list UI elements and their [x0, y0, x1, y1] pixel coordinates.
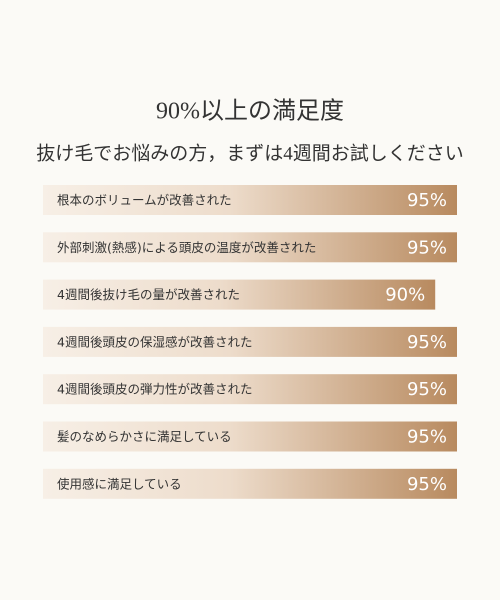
chart-subtitle: 抜け毛でお悩みの方，まずは4週間お試しください	[36, 142, 464, 164]
category-label: 4週間後頭皮の保湿感が改善された	[57, 334, 252, 349]
value-label: 95%	[407, 237, 447, 258]
category-label: 4週間後抜け毛の量が改善された	[57, 287, 240, 302]
value-label: 95%	[407, 190, 447, 211]
category-label: 4週間後頭皮の弾力性が改善された	[57, 382, 252, 397]
value-label: 95%	[407, 332, 447, 353]
category-label: 使用感に満足している	[57, 476, 182, 491]
bar	[43, 374, 457, 405]
bar	[43, 279, 436, 310]
value-label: 95%	[407, 427, 447, 448]
value-label: 95%	[407, 379, 447, 400]
value-label: 90%	[385, 285, 425, 306]
category-label: 髪のなめらかさに満足している	[57, 429, 232, 444]
category-label: 外部刺激(熱感)による頭皮の温度が改善された	[57, 240, 316, 255]
bar	[43, 326, 457, 357]
category-label: 根本のボリュームが改善された	[57, 193, 232, 208]
value-label: 95%	[407, 474, 447, 495]
chart-title: 90%以上の満足度	[156, 98, 344, 125]
bar	[43, 185, 457, 215]
bar	[43, 468, 457, 499]
bar	[43, 421, 457, 452]
bar	[43, 232, 457, 263]
